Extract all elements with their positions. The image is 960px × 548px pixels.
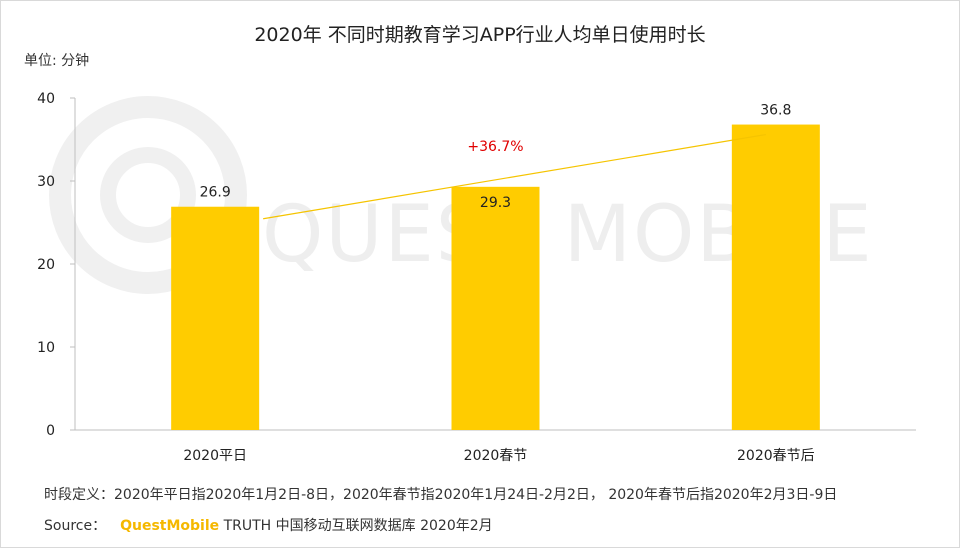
trend-line [263, 133, 766, 220]
unit-label: 单位: 分钟 [24, 53, 90, 69]
data-label: 36.8 [760, 103, 791, 119]
bar-3 [731, 124, 820, 430]
data-label: 29.3 [480, 195, 511, 211]
bar-1 [171, 206, 260, 430]
chart-title: 2020年 不同时期教育学习APP行业人均单日使用时长 [254, 24, 706, 46]
y-tick-label: 0 [46, 423, 55, 439]
x-tick-label: 2020春节后 [737, 448, 815, 464]
y-tick-label: 40 [37, 91, 55, 107]
data-label: 26.9 [200, 185, 231, 201]
source-brand: QuestMobile [120, 518, 220, 534]
source-rest: TRUTH 中国移动互联网数据库 2020年2月 [219, 518, 493, 534]
y-tick-label: 30 [37, 174, 55, 190]
x-tick-label: 2020春节 [464, 448, 528, 464]
x-tick-label: 2020平日 [183, 448, 247, 464]
footnote: 时段定义：2020年平日指2020年1月2日-8日，2020年春节指2020年1… [44, 487, 838, 503]
y-tick-label: 20 [37, 257, 55, 273]
source-label: Source： [44, 518, 107, 534]
bar-2 [451, 186, 540, 430]
growth-annotation: +36.7% [467, 139, 523, 155]
y-tick-label: 10 [37, 340, 55, 356]
source-line: Source： QuestMobile TRUTH 中国移动互联网数据库 2020… [44, 515, 493, 535]
watermark-logo-icon [49, 96, 247, 294]
